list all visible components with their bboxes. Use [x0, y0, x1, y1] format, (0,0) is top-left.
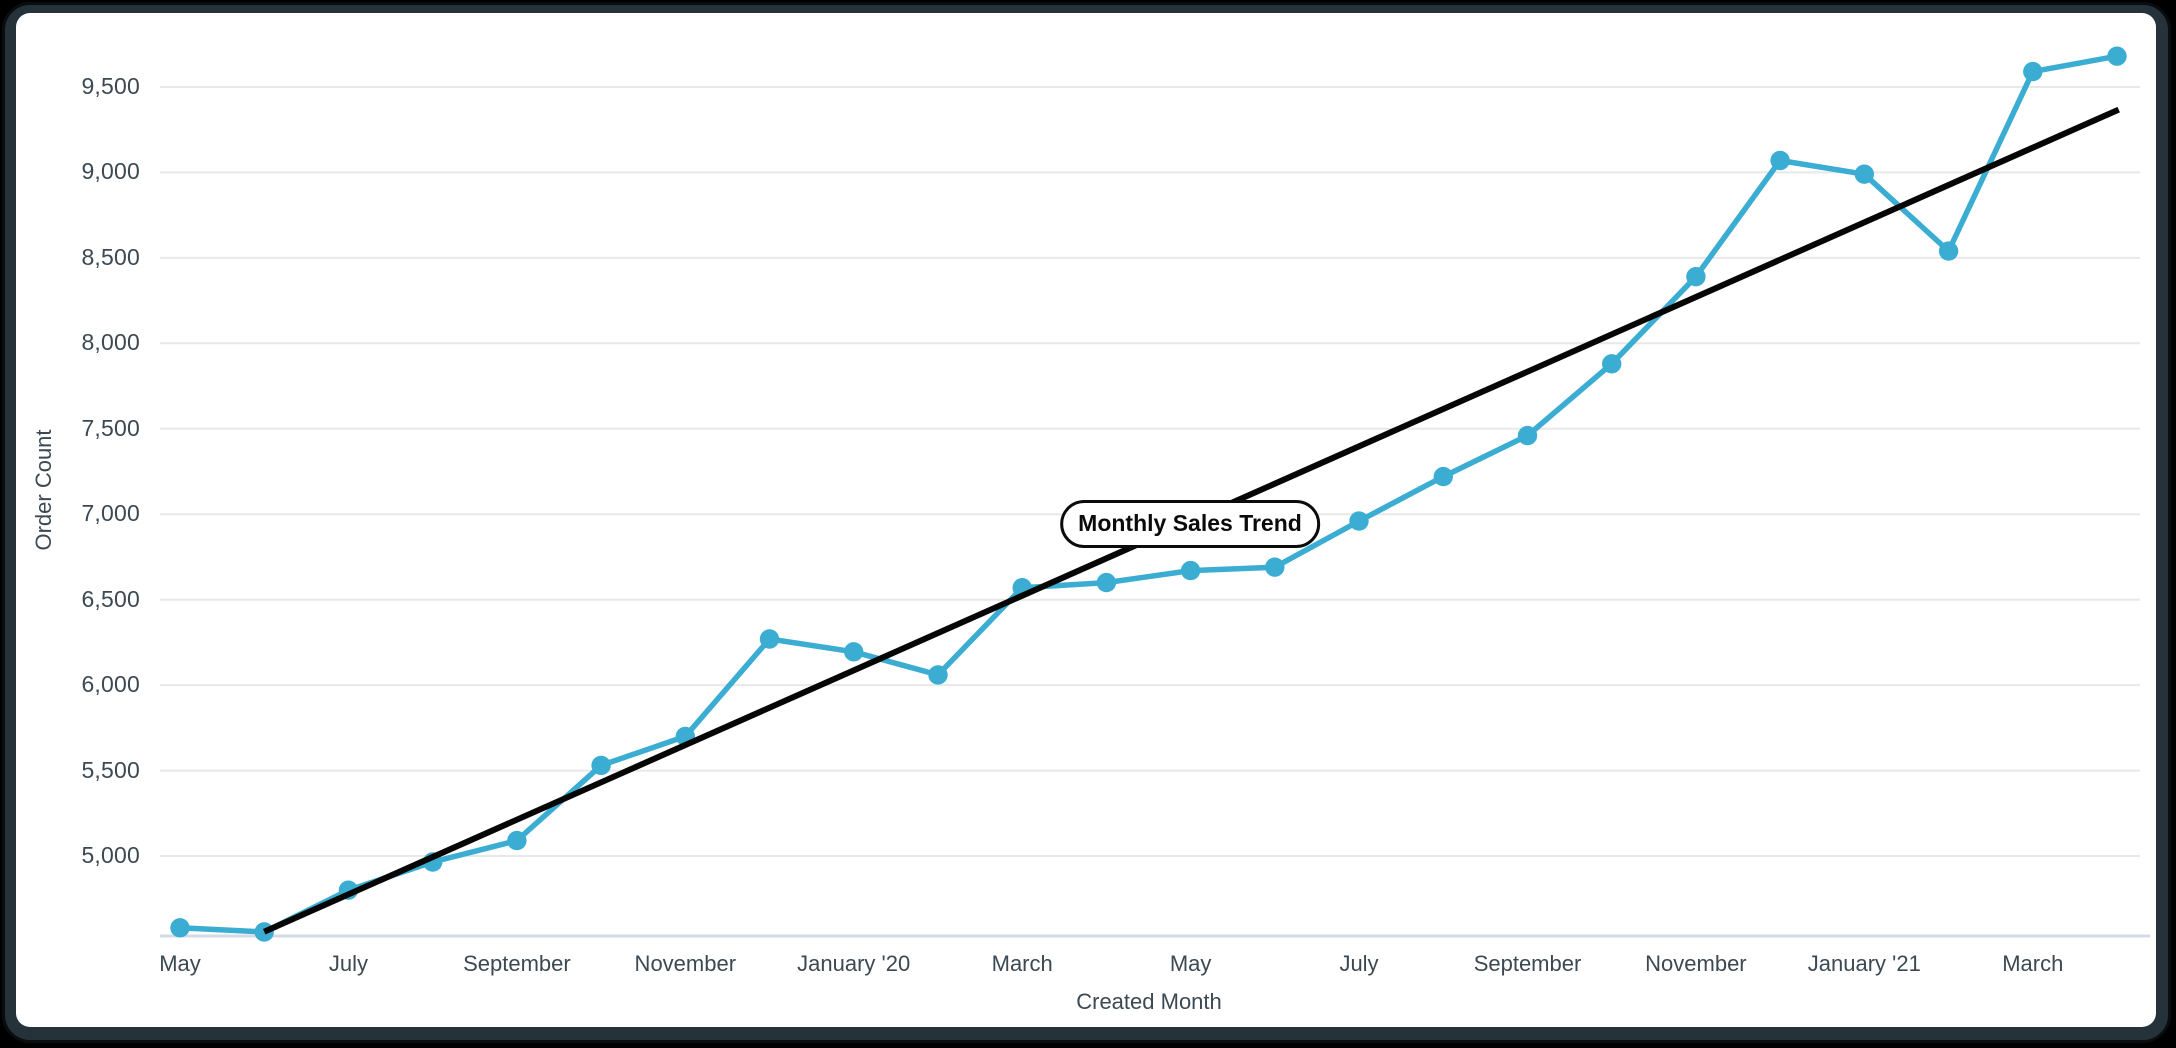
- series-line: [177, 53, 2120, 935]
- data-point[interactable]: [1265, 557, 1285, 577]
- data-point[interactable]: [1433, 466, 1454, 487]
- data-point[interactable]: [928, 665, 948, 685]
- trend-label-pill: Monthly Sales Trend: [1060, 500, 1320, 548]
- data-point[interactable]: [1602, 354, 1622, 374]
- data-point[interactable]: [1938, 241, 1959, 261]
- data-point[interactable]: [1686, 267, 1706, 287]
- data-point[interactable]: [254, 922, 274, 942]
- data-point[interactable]: [1349, 511, 1369, 531]
- data-point[interactable]: [1770, 150, 1790, 171]
- data-point[interactable]: [2107, 46, 2127, 66]
- data-point[interactable]: [759, 629, 780, 649]
- data-point[interactable]: [170, 918, 190, 938]
- data-point[interactable]: [1854, 164, 1875, 184]
- data-point[interactable]: [507, 830, 527, 851]
- data-point[interactable]: [1096, 572, 1117, 593]
- data-point[interactable]: [2023, 61, 2043, 82]
- data-point[interactable]: [1517, 425, 1538, 446]
- data-point[interactable]: [844, 642, 864, 662]
- data-point[interactable]: [591, 755, 611, 776]
- data-point[interactable]: [1180, 560, 1201, 581]
